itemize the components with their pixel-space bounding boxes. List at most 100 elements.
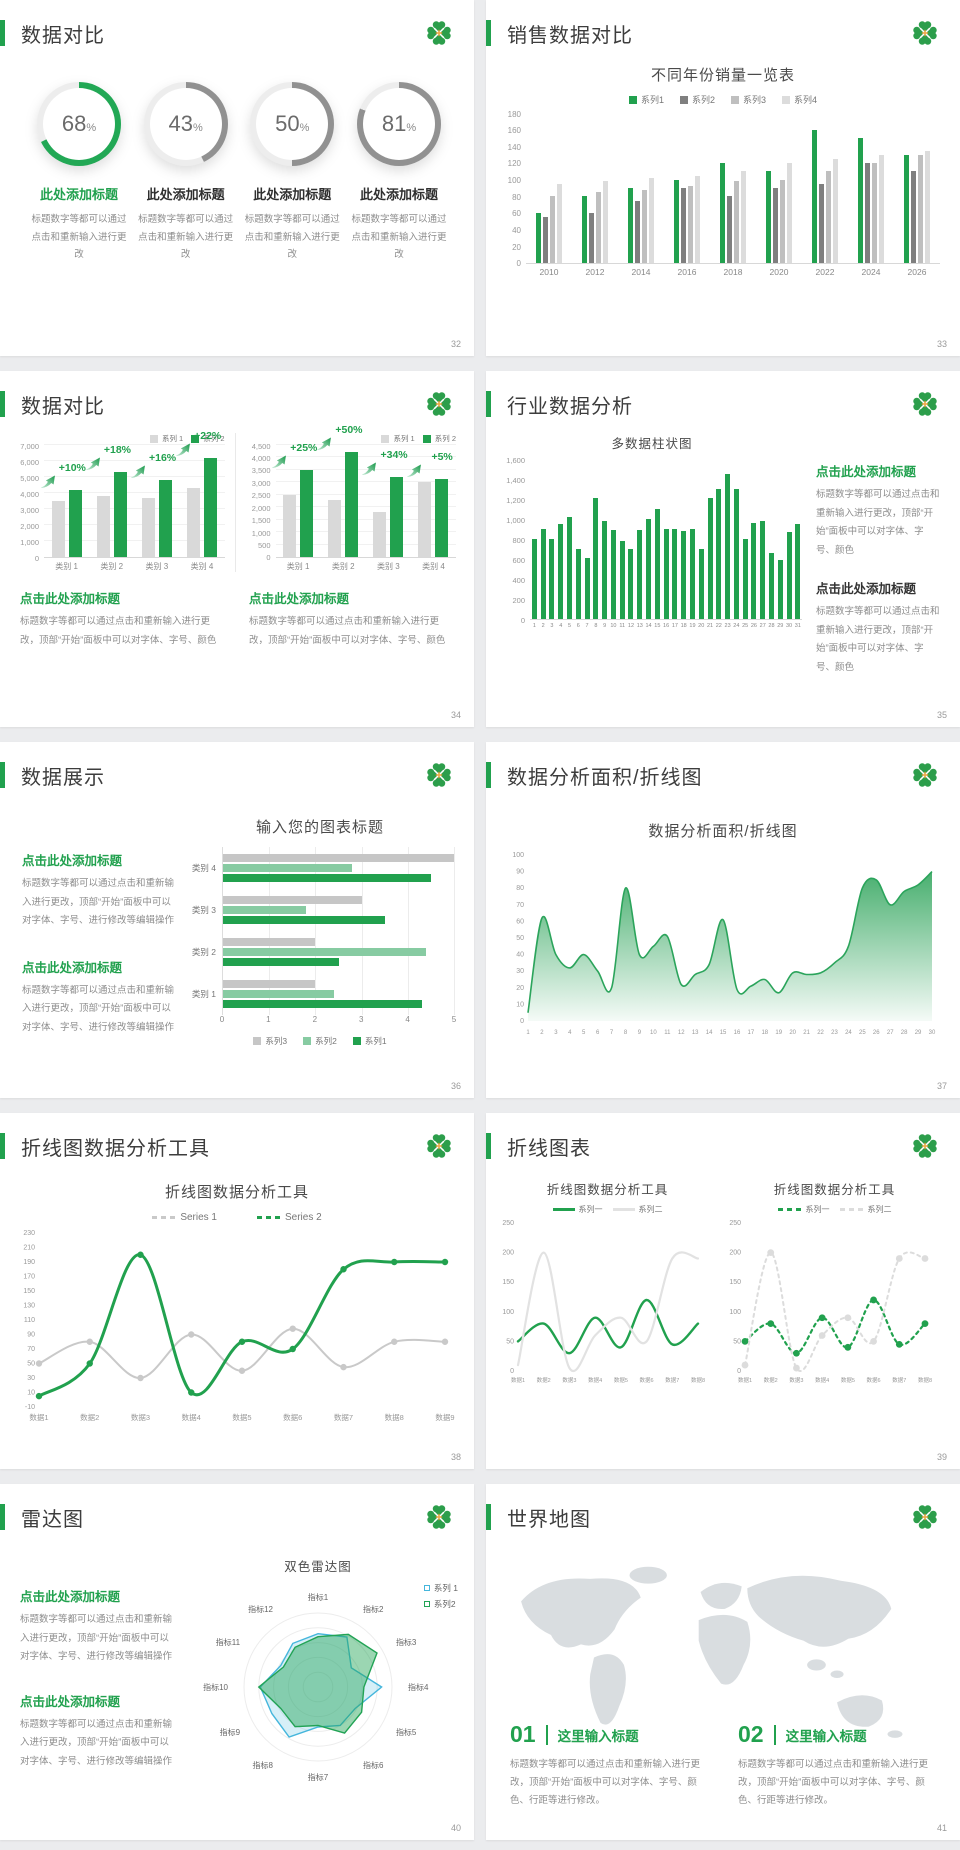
block-body: 标题数字等都可以通过点击和重新输入进行更改，顶部“开始”面板中可以对字体、字号、…: [816, 606, 940, 673]
bar: [826, 171, 831, 263]
bar: [596, 192, 601, 263]
slide-41-world-map[interactable]: 世界地图: [486, 1484, 960, 1840]
x-tick: 数据4: [588, 1376, 602, 1384]
x-tick: 2016: [677, 267, 697, 277]
y-tick: -10: [25, 1404, 35, 1411]
divider: [773, 1724, 776, 1745]
growth-arrow-icon: [85, 457, 100, 471]
bar-group: [618, 460, 627, 619]
page-number: 37: [936, 1081, 947, 1091]
title-accent-bar: [486, 391, 491, 417]
clover-logo-icon: [424, 760, 454, 790]
item-head: 02 这里输入标题: [738, 1721, 936, 1748]
x-tick: 11: [664, 1030, 671, 1036]
x-tick: 2012: [585, 267, 605, 277]
divider: [234, 433, 236, 572]
y-tick: 230: [23, 1230, 35, 1237]
bar-group: [591, 460, 600, 619]
numbered-item: 02 这里输入标题 标题数字等都可以通过点击和重新输入进行更改，顶部“开始”面板…: [738, 1721, 936, 1810]
block-heading: 点击此处添加标题: [249, 592, 350, 606]
page-number: 32: [450, 339, 461, 349]
bar: [345, 452, 359, 557]
legend-swatch: [352, 1037, 361, 1045]
bar-group: +25%: [271, 442, 321, 557]
bar-group: [664, 114, 710, 263]
bar-group: +10%: [40, 446, 89, 557]
text-block: 点击此处添加标题 标题数字等都可以通过点击和重新输入进行更改，顶部“开始”面板中…: [249, 588, 452, 650]
title-accent-bar: [486, 762, 491, 788]
clover-logo-icon: [427, 763, 451, 787]
slide-37-area-line[interactable]: 数据分析面积/折线图 数据分析面积/折线图 100 90 80 70 60 50 40 30 2…: [486, 742, 960, 1098]
slide-35-industry-analysis[interactable]: 行业数据分析 多数据柱状图 1,600 1,400 1,200 1,000 800 600…: [486, 371, 960, 727]
y-axis: 7,000 6,000 5,000 4,000 3,000 2,000 1,000 0: [20, 441, 39, 563]
slide-34-data-compare[interactable]: 数据对比 系列 1 系列 2 7,000 6,000 5,000 4,000 3,000 2…: [0, 371, 474, 727]
bar-group: [756, 114, 802, 263]
x-tick: 数据8: [691, 1376, 705, 1384]
bar: [773, 188, 778, 263]
page-number: 34: [450, 710, 461, 720]
legend-label: 系列二: [638, 1205, 663, 1214]
plot: +25% +50% +34% +5%: [271, 424, 456, 558]
slide-38-line-tool[interactable]: 折线图数据分析工具 折线图数据分析工具 Series 1 Series 2 230…: [0, 1113, 474, 1469]
data-point: [741, 1338, 749, 1345]
y-tick: 100: [512, 852, 524, 859]
gridline: [407, 847, 409, 1015]
legend-item: 系列 1: [381, 433, 415, 444]
gridline: [275, 493, 456, 495]
y-tick: 80: [516, 885, 524, 892]
chart-column: 多数据柱状图 1,600 1,400 1,200 1,000 800 600 400 200 0…: [502, 433, 802, 695]
x-tick: 15: [720, 1030, 727, 1036]
bar: [787, 163, 792, 263]
bar-group: [732, 460, 741, 619]
chart-title: 折线图数据分析工具: [773, 1183, 896, 1197]
bar: [879, 154, 884, 263]
gridline: [275, 456, 456, 458]
x-tick: 数据7: [665, 1376, 679, 1384]
bar-group: [565, 460, 574, 619]
bar-group: [627, 460, 636, 619]
clover-logo-icon: [424, 1502, 454, 1532]
slide-40-radar[interactable]: 雷达图 点击此处添加标题 标题数字等都可以通过点击和重新输入进行更改，顶部“开始…: [0, 1484, 474, 1840]
text-block: 点击此处添加标题 标题数字等都可以通过点击和重新输入进行更改，顶部“开始”面板中…: [20, 1691, 172, 1772]
bar-chart: 4,500 4,000 3,500 3,000 2,500 2,000 1,500 1,000…: [246, 424, 456, 572]
bar-group: +34%: [362, 446, 411, 557]
slide-33-sales-compare[interactable]: 销售数据对比 不同年份销量一览表 系列1 系列2 系列3 系列4 180 160 140 1…: [486, 0, 960, 356]
bar: [766, 171, 771, 263]
donut-value: 68%: [61, 111, 97, 136]
x-tick: 4: [405, 1015, 410, 1024]
chart-legend: Series 1 Series 2: [0, 1212, 474, 1223]
bar: [689, 529, 695, 619]
slide-title: 数据对比: [21, 24, 105, 47]
x-tick: 13: [636, 623, 643, 629]
legend-label: 系列2: [691, 95, 715, 105]
bar-group: [618, 114, 664, 263]
data-point: [921, 1255, 929, 1262]
slide-39-line-charts[interactable]: 折线图表 折线图数据分析工具 系列一 系列二 250 200 150 100 50 0 数据1…: [486, 1113, 960, 1469]
legend-label: 系列一: [805, 1205, 830, 1214]
bar: [780, 179, 785, 263]
bar: [549, 539, 555, 619]
x-tick: 16: [663, 623, 670, 629]
bar: [720, 163, 725, 263]
x-tick: 数据7: [892, 1376, 906, 1384]
block-heading: 点击此处添加标题: [20, 1590, 121, 1604]
gridline: [275, 506, 456, 508]
data-point: [818, 1332, 826, 1339]
content-row: 点击此处添加标题 标题数字等都可以通过点击和重新输入进行更改，顶部“开始”面板中…: [0, 790, 474, 1063]
donut-description: 标题数字等都可以通过点击和重新输入进行更改: [138, 214, 234, 261]
bar: [158, 480, 172, 557]
bar-group: [848, 114, 894, 263]
category-label: 类别 4: [191, 863, 216, 873]
legend-swatch: [422, 434, 431, 443]
x-tick: 13: [692, 1030, 699, 1036]
slide-32-data-compare[interactable]: 数据对比 68% 此处添加标题 标题数字等都可以通过点击和重新输入进行更改 43% 此处…: [0, 0, 474, 356]
bar: [223, 990, 334, 998]
slide-36-data-display[interactable]: 数据展示 点击此处添加标题 标题数字等都可以通过点击和重新输入进行更改，顶部“开…: [0, 742, 474, 1098]
legend-swatch: [191, 434, 200, 443]
x-tick: 数据5: [841, 1376, 855, 1384]
legend-item: Series 1: [152, 1212, 217, 1223]
bar-group: [802, 114, 848, 263]
block-heading: 点击此处添加标题: [816, 465, 917, 479]
